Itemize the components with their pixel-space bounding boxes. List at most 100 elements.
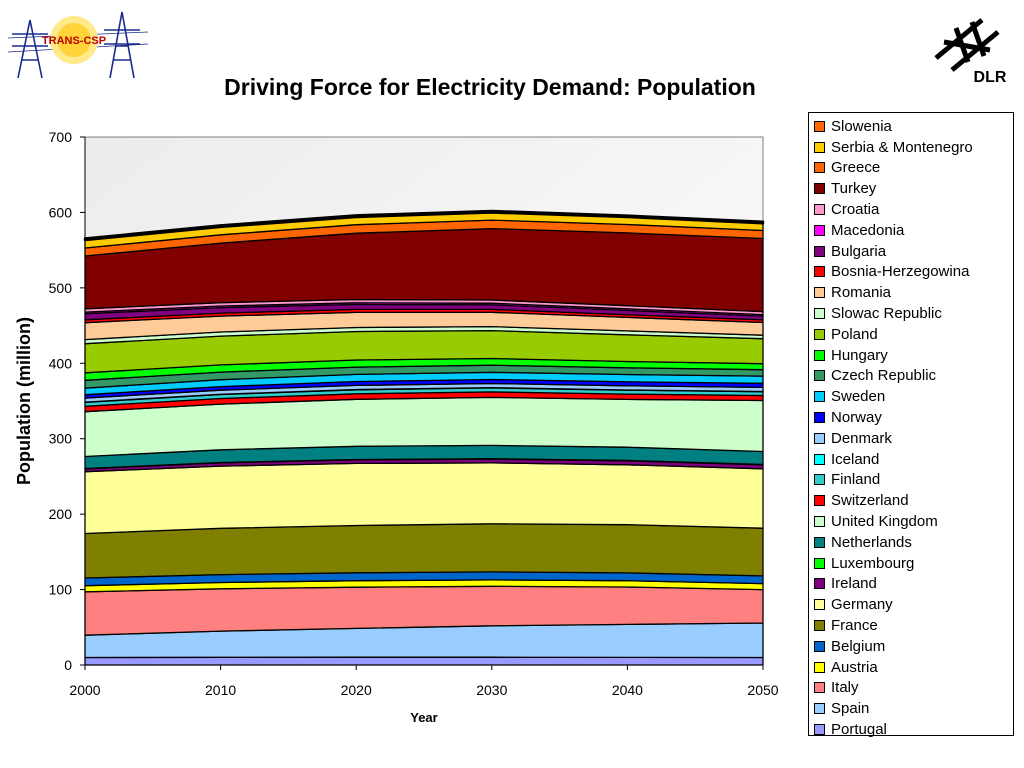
legend-item: Portugal [809, 719, 1013, 740]
legend-swatch [814, 162, 825, 174]
legend-label: Romania [831, 284, 892, 302]
legend-swatch [814, 224, 825, 236]
y-axis-label: Population (million) [14, 317, 34, 485]
legend-swatch [814, 703, 825, 715]
legend-item: Germany [809, 594, 1013, 615]
legend-swatch [814, 266, 825, 278]
legend-label: Turkey [831, 180, 877, 198]
y-tick-label: 300 [49, 431, 73, 447]
legend-item: Belgium [809, 636, 1013, 657]
legend-label: Czech Republic [831, 367, 937, 385]
legend-label: Slowenia [831, 117, 892, 135]
legend-label: Slowac Republic [831, 305, 942, 323]
legend-label: Germany [831, 596, 893, 614]
legend-item: Denmark [809, 428, 1013, 449]
legend-item: Norway [809, 407, 1013, 428]
legend-swatch [814, 370, 825, 382]
legend-swatch [814, 245, 825, 257]
legend-label: Norway [831, 409, 882, 427]
legend-item: Czech Republic [809, 366, 1013, 387]
legend-label: Austria [831, 658, 878, 676]
area-slowenia [83, 209, 765, 242]
legend-swatch [814, 120, 825, 132]
legend-item: Bulgaria [809, 241, 1013, 262]
legend-swatch [814, 578, 825, 590]
legend-item: Hungary [809, 345, 1013, 366]
legend-label: France [831, 617, 878, 635]
legend-label: Hungary [831, 346, 888, 364]
legend-swatch [814, 620, 825, 632]
legend-item: Slowac Republic [809, 303, 1013, 324]
legend-swatch [814, 453, 825, 465]
y-tick-label: 400 [49, 355, 73, 371]
legend-item: Italy [809, 678, 1013, 699]
legend-label: Serbia & Montenegro [831, 138, 973, 156]
chart-title: Driving Force for Electricity Demand: Po… [224, 74, 756, 100]
legend-label: Belgium [831, 637, 886, 655]
x-tick-label: 2030 [476, 682, 507, 698]
x-tick-label: 2010 [205, 682, 236, 698]
legend-swatch [814, 432, 825, 444]
legend-label: Finland [831, 471, 881, 489]
legend-label: Netherlands [831, 533, 912, 551]
legend-swatch [814, 287, 825, 299]
legend-label: Denmark [831, 429, 892, 447]
legend-swatch [814, 661, 825, 673]
legend-item: Netherlands [809, 532, 1013, 553]
legend-swatch [814, 599, 825, 611]
y-tick-label: 0 [64, 657, 72, 673]
legend-item: Croatia [809, 199, 1013, 220]
legend-label: Luxembourg [831, 554, 915, 572]
legend-label: Switzerland [831, 492, 909, 510]
legend-swatch [814, 204, 825, 216]
legend-swatch [814, 682, 825, 694]
legend-swatch [814, 557, 825, 569]
sun-icon [50, 16, 98, 64]
x-tick-label: 2000 [69, 682, 100, 698]
area-germany [84, 462, 764, 535]
legend-item: Iceland [809, 449, 1013, 470]
legend-label: United Kingdom [831, 513, 938, 531]
logo-text: TRANS-CSP [42, 35, 106, 47]
y-tick-label: 600 [49, 204, 73, 220]
legend: Slowenia Serbia & Montenegro Greece Turkey C… [808, 112, 1014, 738]
legend-item: Ireland [809, 574, 1013, 595]
legend-swatch [814, 640, 825, 652]
legend-label: Iceland [831, 450, 880, 468]
legend-label: Portugal [831, 721, 887, 738]
dlr-logo: DLR [934, 18, 1007, 86]
legend-swatch [814, 141, 825, 153]
legend-item: Luxembourg [809, 553, 1013, 574]
legend-label: Bosnia-Herzegowina [831, 263, 970, 281]
legend-swatch [814, 474, 825, 486]
legend-item: Greece [809, 158, 1013, 179]
legend-swatch [814, 183, 825, 195]
legend-item: Slowenia [809, 116, 1013, 137]
legend-item: Turkey [809, 178, 1013, 199]
legend-label: Ireland [831, 575, 877, 593]
y-tick-label: 700 [49, 129, 73, 145]
legend-item: Finland [809, 470, 1013, 491]
y-tick-label: 500 [49, 280, 73, 296]
area-france [84, 523, 764, 579]
legend-swatch [814, 724, 825, 735]
area-portugal [84, 656, 764, 666]
legend-swatch [814, 349, 825, 361]
legend-item: United Kingdom [809, 511, 1013, 532]
legend-swatch [814, 328, 825, 340]
legend-label: Spain [831, 700, 870, 718]
legend-item: Romania [809, 282, 1013, 303]
legend-swatch [814, 308, 825, 320]
legend-label: Macedonia [831, 221, 905, 239]
legend-item: Poland [809, 324, 1013, 345]
legend-label: Poland [831, 325, 878, 343]
legend-swatch [814, 495, 825, 507]
legend-item: Sweden [809, 386, 1013, 407]
legend-item: Macedonia [809, 220, 1013, 241]
legend-label: Bulgaria [831, 242, 887, 260]
legend-swatch [814, 516, 825, 528]
legend-item: Austria [809, 657, 1013, 678]
legend-label: Sweden [831, 388, 886, 406]
legend-label: Croatia [831, 201, 880, 219]
